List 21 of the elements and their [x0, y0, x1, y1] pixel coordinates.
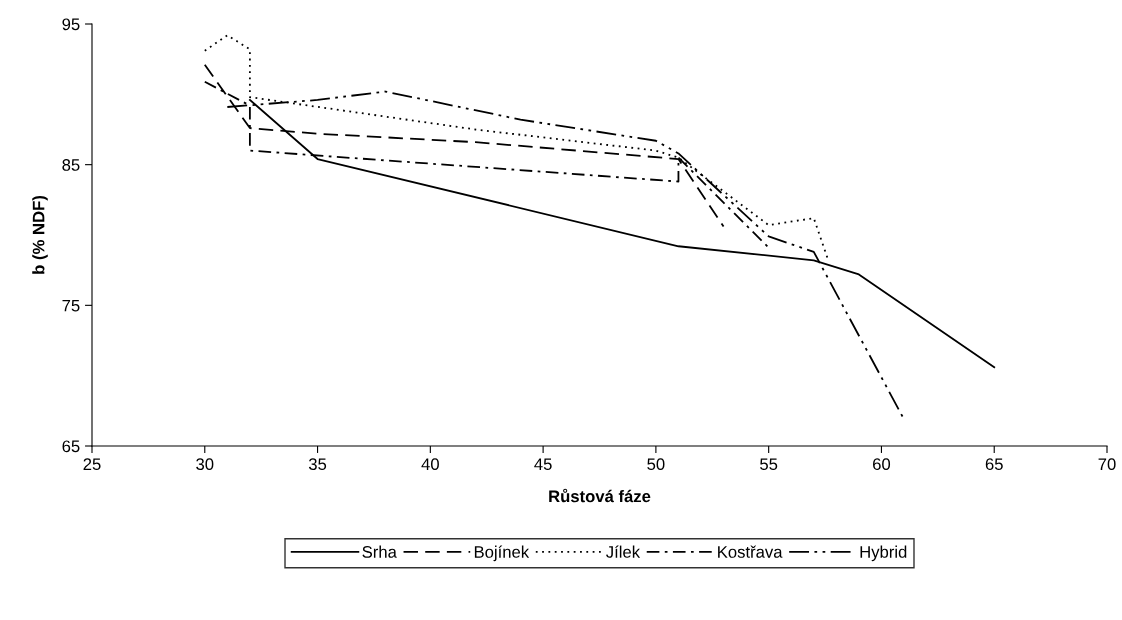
y-tick-label: 75 — [62, 299, 80, 312]
x-tick-label: 50 — [647, 458, 665, 471]
y-tick-label: 65 — [62, 440, 80, 453]
x-tick-label: 40 — [421, 458, 439, 471]
y-tick-label: 95 — [62, 18, 80, 31]
x-tick-label: 35 — [308, 458, 327, 471]
legend-label: Hybrid — [860, 545, 907, 562]
x-tick-label: 30 — [196, 458, 214, 471]
x-tick-label: 25 — [83, 458, 101, 471]
y-axis-title: b (% NDF) — [32, 196, 48, 274]
x-tick-label: 55 — [760, 458, 778, 471]
x-axis-title: Růstová fáze — [549, 488, 651, 503]
y-tick-label: 85 — [62, 159, 80, 171]
legend-label: Srha — [362, 545, 397, 558]
x-tick-label: 70 — [1098, 458, 1116, 471]
x-tick-label: 60 — [873, 458, 891, 471]
x-tick-label: 65 — [985, 458, 1003, 471]
legend-label: Kostřava — [718, 545, 783, 558]
legend-label: Jílek — [606, 545, 641, 558]
x-tick-label: 45 — [534, 458, 552, 471]
legend-label: Bojínek — [474, 545, 530, 562]
